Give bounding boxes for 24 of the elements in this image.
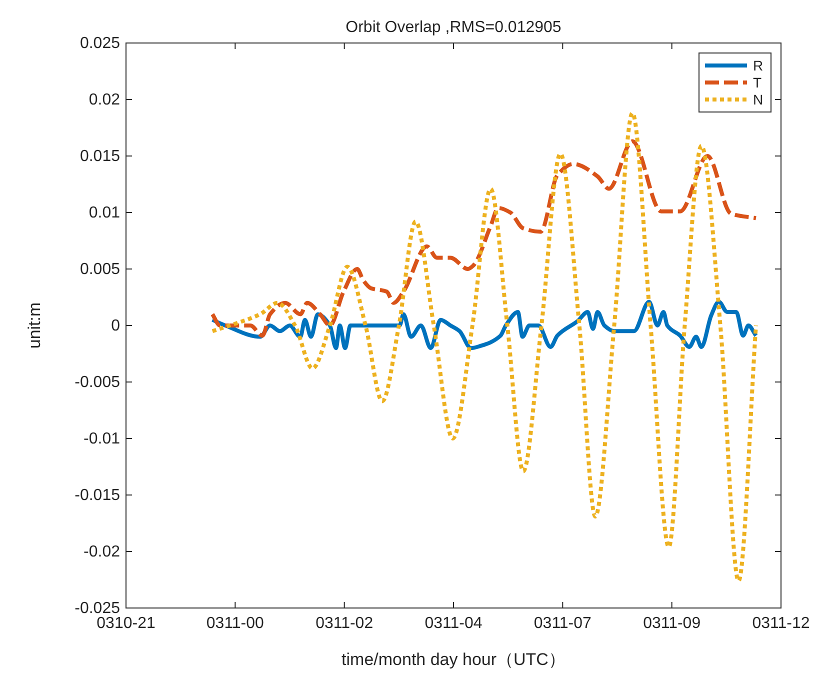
x-tick-label: 0311-02 — [316, 615, 374, 632]
x-tick-label: 0311-07 — [534, 615, 592, 632]
y-tick-label: -0.01 — [84, 430, 120, 448]
x-tick-label: 0310-21 — [96, 615, 156, 632]
y-tick-label: -0.02 — [84, 544, 120, 560]
legend-label: N — [753, 92, 764, 108]
y-tick-label: 0 — [111, 318, 120, 334]
x-axis-title: time/month day hour（UTC） — [342, 650, 566, 669]
legend-label: T — [753, 74, 762, 90]
y-tick-label: -0.015 — [74, 487, 120, 504]
y-tick-label: 0.025 — [80, 35, 120, 52]
x-tick-label: 0311-00 — [206, 615, 264, 632]
legend-label: R — [753, 58, 764, 74]
y-tick-label: 0.02 — [88, 92, 120, 108]
x-tick-label: 0311-12 — [752, 615, 810, 632]
y-tick-label: 0.015 — [80, 148, 120, 165]
y-tick-label: 0.005 — [80, 261, 120, 278]
x-tick-label: 0311-09 — [643, 615, 701, 632]
chart-title: Orbit Overlap ,RMS=0.012905 — [346, 19, 562, 36]
x-tick-label: 0311-04 — [424, 615, 482, 632]
y-tick-label: -0.025 — [74, 600, 120, 617]
y-tick-label: 0.01 — [88, 204, 120, 222]
y-axis-title: unit:m — [25, 302, 44, 349]
y-tick-label: -0.005 — [74, 374, 120, 391]
